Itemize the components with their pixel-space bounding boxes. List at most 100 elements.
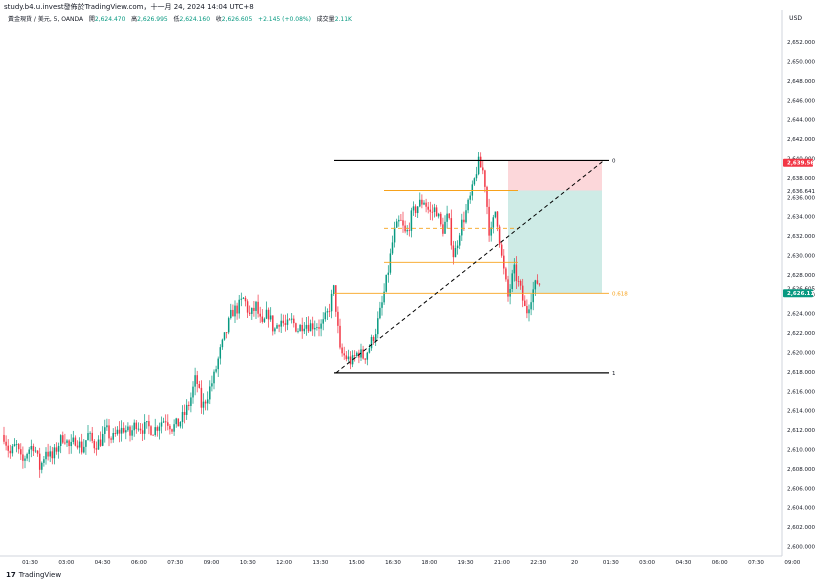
position-zones	[508, 160, 602, 294]
x-tick-label: 09:00	[204, 560, 220, 566]
candle-body	[416, 206, 419, 214]
candle-body	[47, 451, 49, 457]
candle-body	[534, 280, 537, 290]
candle-body	[101, 433, 104, 446]
candle-body	[150, 426, 152, 435]
candle-body	[154, 427, 156, 435]
candle-body	[526, 306, 528, 314]
x-tick-label: 10:30	[240, 560, 256, 566]
y-tick-label: 2,604.000	[787, 506, 815, 512]
y-tick-label: 2,614.000	[787, 409, 815, 415]
candle-body	[15, 444, 18, 445]
candle-body	[127, 426, 129, 431]
y-tick-label: 2,616.000	[787, 389, 815, 395]
candle-body	[97, 439, 100, 450]
candle-body	[486, 186, 488, 207]
candle-body	[463, 219, 465, 223]
candle-body	[414, 206, 417, 214]
y-tick-label: 2,634.000	[787, 215, 815, 221]
candle-body	[93, 440, 96, 449]
low-label: 低	[173, 16, 180, 23]
candle-body	[473, 178, 476, 185]
tradingview-logo[interactable]: 17 TradingView	[6, 571, 61, 579]
y-tick-label: 2,630.000	[787, 254, 815, 260]
candle-body	[484, 170, 486, 187]
candle-body	[311, 323, 314, 330]
candle-body	[318, 327, 320, 329]
x-tick-label: 06:00	[131, 560, 147, 566]
candle-body	[467, 199, 469, 211]
symbol-name[interactable]: 黃金現貨 / 美元, 5, OANDA	[8, 16, 84, 23]
candle-body	[448, 213, 450, 219]
candle-body	[433, 207, 436, 212]
change-value: +2.145 (+0.08%)	[258, 16, 311, 23]
y-tick-label: 2,610.000	[787, 448, 815, 454]
candle-body	[452, 245, 455, 258]
currency-label[interactable]: USD	[789, 15, 802, 22]
candle-body	[238, 299, 240, 314]
candle-body	[297, 331, 299, 332]
candle-body	[286, 319, 289, 325]
candle-body	[9, 450, 12, 454]
candle-body	[395, 221, 398, 228]
y-tick-label: 2,648.000	[787, 79, 815, 85]
candle-body	[139, 428, 142, 431]
y-tick-label: 2,612.000	[787, 428, 815, 434]
candle-body	[160, 422, 163, 427]
candle-body	[374, 334, 377, 341]
y-tick-label: 2,608.000	[787, 467, 815, 473]
y-tick-label: 2,638.000	[787, 176, 815, 182]
candle-body	[299, 324, 301, 332]
x-tick-label: 04:30	[675, 560, 691, 566]
candle-body	[330, 293, 333, 312]
drawings: 0 0.618 1	[334, 158, 628, 377]
candle-body	[305, 324, 308, 329]
candle-body	[461, 219, 463, 236]
candle-body	[435, 207, 438, 217]
candle-body	[429, 209, 432, 212]
candle-body	[538, 283, 541, 285]
x-tick-label: 07:30	[167, 560, 183, 566]
candle-body	[38, 453, 41, 470]
candle-body	[353, 355, 356, 357]
candle-body	[43, 459, 45, 463]
candle-body	[78, 441, 81, 448]
candle-body	[108, 425, 110, 439]
candle-body	[68, 440, 70, 447]
candle-body	[515, 264, 518, 281]
candle-body	[290, 318, 293, 320]
candle-body	[341, 347, 343, 354]
candle-body	[55, 447, 58, 452]
candle-body	[406, 230, 408, 232]
candle-body	[3, 434, 5, 442]
x-tick-label: 15:00	[349, 560, 365, 566]
candle-body	[219, 347, 222, 359]
candle-body	[307, 324, 310, 332]
candle-body	[95, 448, 98, 450]
candle-body	[387, 272, 390, 275]
candle-body	[253, 307, 255, 311]
x-tick-label: 04:30	[95, 560, 111, 566]
candle-body	[125, 430, 127, 433]
candle-body	[377, 318, 379, 335]
candle-body	[431, 211, 434, 213]
close-label: 收	[215, 16, 222, 23]
candle-body	[152, 434, 154, 436]
candle-body	[255, 301, 257, 311]
candle-body	[20, 449, 22, 455]
open-value: 2,624.470	[94, 16, 126, 23]
candle-body	[120, 427, 123, 434]
candle-body	[372, 336, 375, 341]
candle-body	[87, 433, 89, 441]
candle-body	[349, 356, 352, 365]
candle-body	[458, 235, 461, 246]
candle-body	[328, 311, 331, 313]
candle-body	[236, 305, 238, 314]
candle-body	[91, 432, 93, 441]
candle-body	[183, 411, 186, 415]
candle-body	[83, 446, 85, 453]
high-label: 高	[131, 16, 138, 23]
candle-body	[301, 324, 303, 332]
candle-body	[106, 425, 108, 428]
